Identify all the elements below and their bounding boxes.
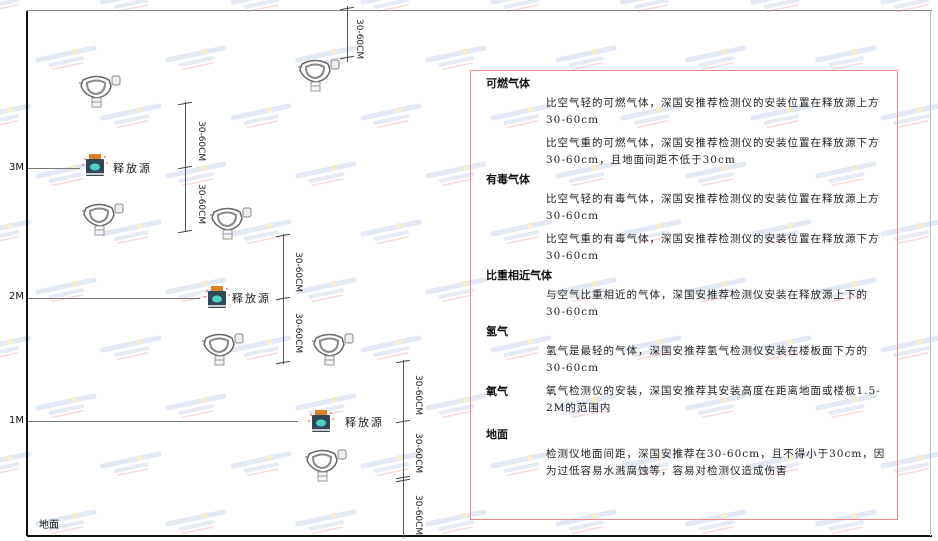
dimension-line [347,6,348,62]
watermark-logo [295,277,357,303]
dimension-label: 30-60CM [413,433,423,474]
dimension-label: 30-60CM [196,184,206,225]
wall-left [26,11,28,536]
watermark-logo [295,509,357,535]
section-text: 与空气比重相近的气体，深国安推荐检测仪安装在释放源上下的30-60cm [546,289,868,318]
release-source-icon [308,408,334,438]
level-label-1m: 1M [9,415,24,426]
watermark-logo [100,0,162,13]
watermark-logo [360,335,422,361]
dimension-label: 30-60CM [293,252,303,293]
dimension-label: 30-60CM [293,313,303,354]
watermark-logo [230,0,292,13]
watermark-logo [295,161,357,187]
watermark-logo [0,335,32,361]
section-toxic: 有毒气体 比空气轻的有毒气体，深国安推荐检测仪的安装位置在释放源上方30-60c… [471,172,897,265]
section-hydrogen: 氢气 氢气是最轻的气体，深国安推荐氢气检测仪安装在楼板面下方的30-60cm [471,324,897,377]
watermark-logo [360,0,422,13]
watermark-logo [685,45,747,71]
section-text: 比空气重的可燃气体，深国安推荐检测仪的安装位置在释放源下方30-60cm，且地面… [546,137,880,166]
dimension-label: 30-60CM [196,121,206,162]
dimension-label: 30-60CM [354,19,364,60]
wall-right [930,10,931,536]
section-text: 氢气是最轻的气体，深国安推荐氢气检测仪安装在楼板面下方的30-60cm [546,345,868,374]
level-line-2m [28,298,200,299]
section-combustible: 可燃气体 比空气轻的可燃气体，深国安推荐检测仪的安装位置在释放源上方30-60c… [471,76,897,169]
watermark-logo [100,335,162,361]
level-line-1m [28,421,298,422]
watermark-logo [35,393,97,419]
watermark-logo [555,45,617,71]
watermark-logo [165,509,227,535]
gas-detector-icon [296,58,340,96]
ground-label: 地面 [39,520,59,531]
watermark-logo [750,0,812,13]
section-heading-hydrogen: 氢气 [486,325,508,338]
installation-guide-panel: 可燃气体 比空气轻的可燃气体，深国安推荐检测仪的安装位置在释放源上方30-60c… [470,70,898,520]
dimension-tick [178,229,192,234]
level-label-2m: 2M [9,291,24,302]
gas-detector-icon [208,206,252,244]
release-source-label: 释放源 [232,292,271,305]
watermark-logo [620,0,682,13]
section-heading-similar-density: 比重相近气体 [486,269,552,282]
section-heading-toxic: 有毒气体 [486,173,530,186]
watermark-logo [490,0,552,13]
section-similar-density: 比重相近气体 与空气比重相近的气体，深国安推荐检测仪安装在释放源上下的30-60… [471,268,897,321]
gas-detector-icon [77,74,121,112]
watermark-logo [165,45,227,71]
dimension-label: 30-60CM [413,375,423,416]
watermark-logo [360,219,422,245]
floor-line [27,535,932,537]
dimension-label: 30-60CM [413,495,423,536]
section-text: 比空气重的有毒气体，深国安推荐检测仪的安装位置在释放源下方30-60cm [546,233,880,262]
watermark-logo [100,451,162,477]
dimension-line [283,234,284,364]
watermark-logo [165,393,227,419]
section-heading-ground: 地面 [486,428,508,441]
watermark-logo [35,277,97,303]
watermark-logo [360,103,422,129]
watermark-logo [0,103,32,129]
release-source-icon [82,152,108,182]
release-source-icon [204,284,230,314]
section-heading-combustible: 可燃气体 [486,77,530,90]
section-heading-oxygen: 氧气 [486,385,508,398]
watermark-logo [0,219,32,245]
watermark-logo [0,0,32,13]
section-ground: 地面 检测仪地面间距，深国安推荐在30-60cm，且不得小于30cm，因为过低容… [471,427,897,480]
section-text: 氧气检测仪的安装，深国安推荐其安装高度在距离地面或楼板1.5-2M的范围内 [546,385,881,414]
release-source-label: 释放源 [113,162,152,175]
dimension-line [403,360,404,538]
watermark-logo [35,45,97,71]
ceiling-line [27,10,932,11]
section-text: 检测仪地面间距，深国安推荐在30-60cm，且不得小于30cm，因为过低容易水溅… [546,448,886,477]
section-oxygen: 氧气 氧气检测仪的安装，深国安推荐其安装高度在距离地面或楼板1.5-2M的范围内 [486,380,897,417]
gas-detector-icon [310,332,354,370]
gas-detector-icon [303,448,347,486]
watermark-logo [230,103,292,129]
level-label-3m: 3M [9,162,24,173]
section-text: 比空气轻的有毒气体，深国安推荐检测仪的安装位置在释放源上方30-60cm [546,193,880,222]
watermark-logo [230,451,292,477]
watermark-logo [0,451,32,477]
gas-detector-icon [200,332,244,370]
gas-detector-icon [80,202,124,240]
release-source-label: 释放源 [345,416,384,429]
section-text: 比空气轻的可燃气体，深国安推荐检测仪的安装位置在释放源上方30-60cm [546,97,880,126]
watermark-logo [815,45,877,71]
watermark-logo [425,45,487,71]
level-line-3m [28,168,80,169]
